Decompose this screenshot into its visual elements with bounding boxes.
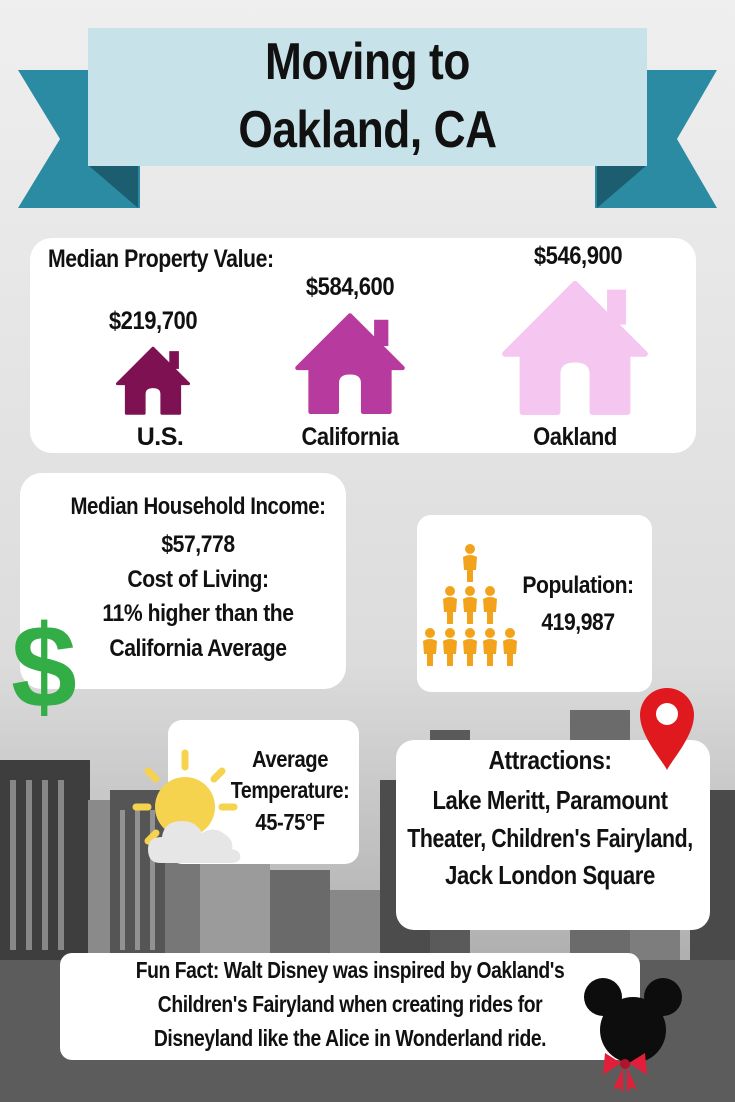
california-label: California — [301, 423, 399, 451]
oakland-property-value: $546,900 — [533, 242, 623, 270]
cost-of-living-heading: Cost of Living: — [127, 566, 269, 593]
fun-fact-line1: Fun Fact: Walt Disney was inspired by Oa… — [135, 957, 565, 983]
sun-cloud-icon — [132, 749, 241, 863]
cost-of-living-line2: California Average — [109, 635, 287, 662]
person-body — [463, 597, 477, 624]
person-head — [485, 586, 495, 596]
income-value: $57,778 — [161, 531, 235, 558]
page-title-line1: Moving to — [265, 33, 470, 91]
person-body — [443, 597, 457, 624]
map-pin-icon — [640, 688, 694, 770]
fun-fact-line2: Children's Fairyland when creating rides… — [157, 991, 543, 1017]
title-banner — [88, 28, 647, 166]
person-body — [503, 639, 517, 666]
temperature-line1: Average — [251, 746, 329, 772]
person-body — [423, 639, 437, 666]
person-head — [505, 628, 515, 638]
california-property-value: $584,600 — [305, 273, 395, 301]
house-icon — [295, 313, 405, 414]
attractions-heading: Attractions: — [488, 745, 612, 775]
attractions-line1: Lake Meritt, Paramount — [432, 785, 668, 815]
person-body — [443, 639, 457, 666]
attractions-card — [396, 740, 710, 930]
temperature-value: 45-75°F — [255, 809, 325, 835]
fun-fact-card — [60, 953, 640, 1060]
house-icon — [116, 346, 190, 415]
person-head — [465, 586, 475, 596]
oakland-label: Oakland — [533, 423, 617, 451]
person-icon — [423, 544, 517, 666]
cost-of-living-line1: 11% higher than the — [102, 600, 294, 627]
attractions-line3: Jack London Square — [445, 860, 655, 890]
dollar-icon: $ — [11, 601, 77, 733]
page-title-line2: Oakland, CA — [238, 101, 497, 159]
us-label: U.S. — [136, 423, 184, 451]
person-head — [465, 628, 475, 638]
person-body — [463, 639, 477, 666]
population-value: 419,987 — [541, 609, 615, 636]
person-head — [425, 628, 435, 638]
person-body — [463, 555, 477, 582]
person-body — [483, 597, 497, 624]
us-property-value: $219,700 — [108, 307, 198, 335]
person-head — [445, 628, 455, 638]
person-head — [485, 628, 495, 638]
income-card — [20, 473, 346, 689]
property-heading: Median Property Value: — [48, 245, 274, 273]
person-head — [465, 544, 475, 554]
fun-fact-line3: Disneyland like the Alice in Wonderland … — [153, 1025, 547, 1051]
house-icon — [502, 280, 648, 415]
population-heading: Population: — [522, 572, 634, 599]
person-body — [483, 639, 497, 666]
temperature-line2: Temperature: — [230, 777, 350, 803]
person-head — [445, 586, 455, 596]
attractions-line2: Theater, Children's Fairyland, — [407, 823, 693, 853]
mickey-ears-icon — [584, 978, 682, 1093]
income-heading: Median Household Income: — [70, 493, 326, 520]
